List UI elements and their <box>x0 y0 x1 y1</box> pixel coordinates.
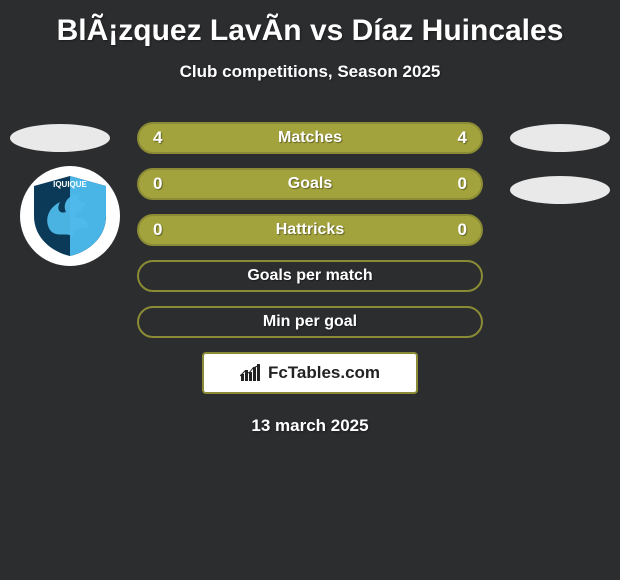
stat-row: Matches 4 4 <box>137 122 483 154</box>
stat-row: Goals 0 0 <box>137 168 483 200</box>
stat-rows: Matches 4 4 Goals 0 0 Hattricks 0 0 Goals per mat… <box>137 122 483 338</box>
stat-left-value: 4 <box>153 128 162 148</box>
stat-left-value: 0 <box>153 174 162 194</box>
stat-label: Matches <box>278 129 342 147</box>
player-right-badge-1 <box>510 124 610 152</box>
team-logo-iquique-icon: IQUIQUE <box>26 172 114 260</box>
stat-row: Hattricks 0 0 <box>137 214 483 246</box>
player-left-badge <box>10 124 110 152</box>
stat-left-value: 0 <box>153 220 162 240</box>
page-subtitle: Club competitions, Season 2025 <box>0 62 620 82</box>
stat-label: Min per goal <box>263 313 357 331</box>
stat-label: Goals <box>288 175 332 193</box>
stat-label: Goals per match <box>247 267 372 285</box>
page-title: BlÃ¡zquez LavÃ­n vs Díaz Huincales <box>0 0 620 48</box>
stat-row: Goals per match <box>137 260 483 292</box>
stat-right-value: 0 <box>458 220 467 240</box>
player-right-badge-2 <box>510 176 610 204</box>
site-label: FcTables.com <box>268 363 380 383</box>
team-logo-left: IQUIQUE <box>20 166 120 266</box>
stat-right-value: 4 <box>458 128 467 148</box>
stat-right-value: 0 <box>458 174 467 194</box>
bar-chart-icon <box>240 364 262 382</box>
comparison-content: IQUIQUE Matches44Goals00Hattricks00Goals… <box>0 122 620 436</box>
site-badge[interactable]: FcTables.com <box>202 352 418 394</box>
team-logo-label: IQUIQUE <box>53 180 87 189</box>
stat-label: Hattricks <box>276 221 344 239</box>
date-label: 13 march 2025 <box>0 416 620 436</box>
stat-row: Min per goal <box>137 306 483 338</box>
